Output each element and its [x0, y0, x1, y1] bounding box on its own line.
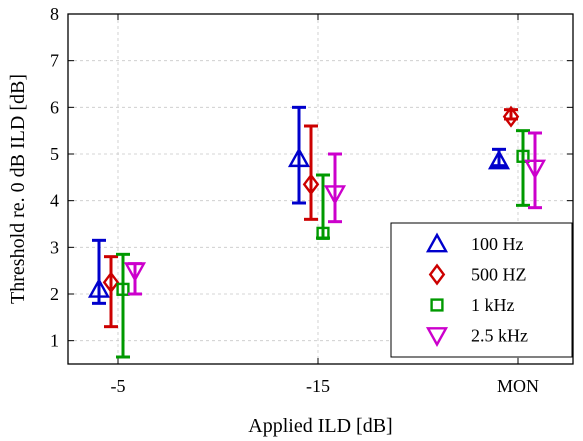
data-point [487, 149, 511, 170]
y-axis-ticks: 1 2 3 4 5 6 7 8 [50, 4, 573, 351]
legend-label: 100 Hz [471, 234, 524, 254]
legend-item: 500 HZ [428, 263, 527, 286]
legend-marker [425, 232, 449, 253]
data-point [87, 277, 111, 298]
y-tick-label: 4 [50, 191, 59, 211]
legend-item: 100 Hz [425, 232, 524, 254]
legend-label: 500 HZ [471, 265, 527, 285]
y-axis-label: Threshold re. 0 dB ILD [dB] [7, 74, 29, 304]
data-point [287, 147, 311, 168]
series-0 [87, 105, 511, 305]
data-point [516, 149, 530, 163]
y-tick-label: 3 [50, 237, 59, 257]
legend-label: 2.5 kHz [471, 326, 528, 346]
legend-label: 1 kHz [471, 295, 515, 315]
x-axis-label: Applied ILD [dB] [248, 415, 392, 437]
legend-item: 2.5 kHz [425, 326, 528, 347]
data-point [502, 105, 520, 128]
legend-marker [430, 298, 444, 312]
x-tick-label: -5 [111, 376, 126, 396]
plot-area-frame [67, 13, 574, 365]
y-tick-label: 2 [50, 284, 59, 304]
data-point [523, 159, 547, 180]
data-point [123, 262, 147, 283]
x-axis-ticks: -5 -15 MON [111, 14, 539, 396]
series-2 [116, 129, 530, 359]
legend: 100 Hz 500 HZ 1 kHz 2.5 kHz [390, 222, 573, 358]
x-tick-label: MON [497, 376, 539, 396]
data-point [102, 271, 120, 294]
y-tick-label: 7 [50, 51, 59, 71]
series-1 [102, 105, 520, 329]
series-3 [123, 131, 547, 296]
y-tick-label: 8 [50, 4, 59, 24]
legend-marker [425, 327, 449, 347]
data-point [302, 173, 320, 196]
legend-box [390, 222, 573, 358]
y-tick-label: 5 [50, 144, 59, 164]
data-point [116, 282, 130, 296]
y-tick-label: 1 [50, 331, 59, 351]
x-tick-label: -15 [306, 376, 330, 396]
grid [68, 13, 573, 364]
data-point [316, 226, 330, 240]
legend-item: 1 kHz [430, 295, 515, 315]
y-tick-label: 6 [50, 97, 59, 117]
legend-marker [428, 263, 446, 286]
data-point [323, 185, 347, 206]
data-series [87, 105, 547, 359]
